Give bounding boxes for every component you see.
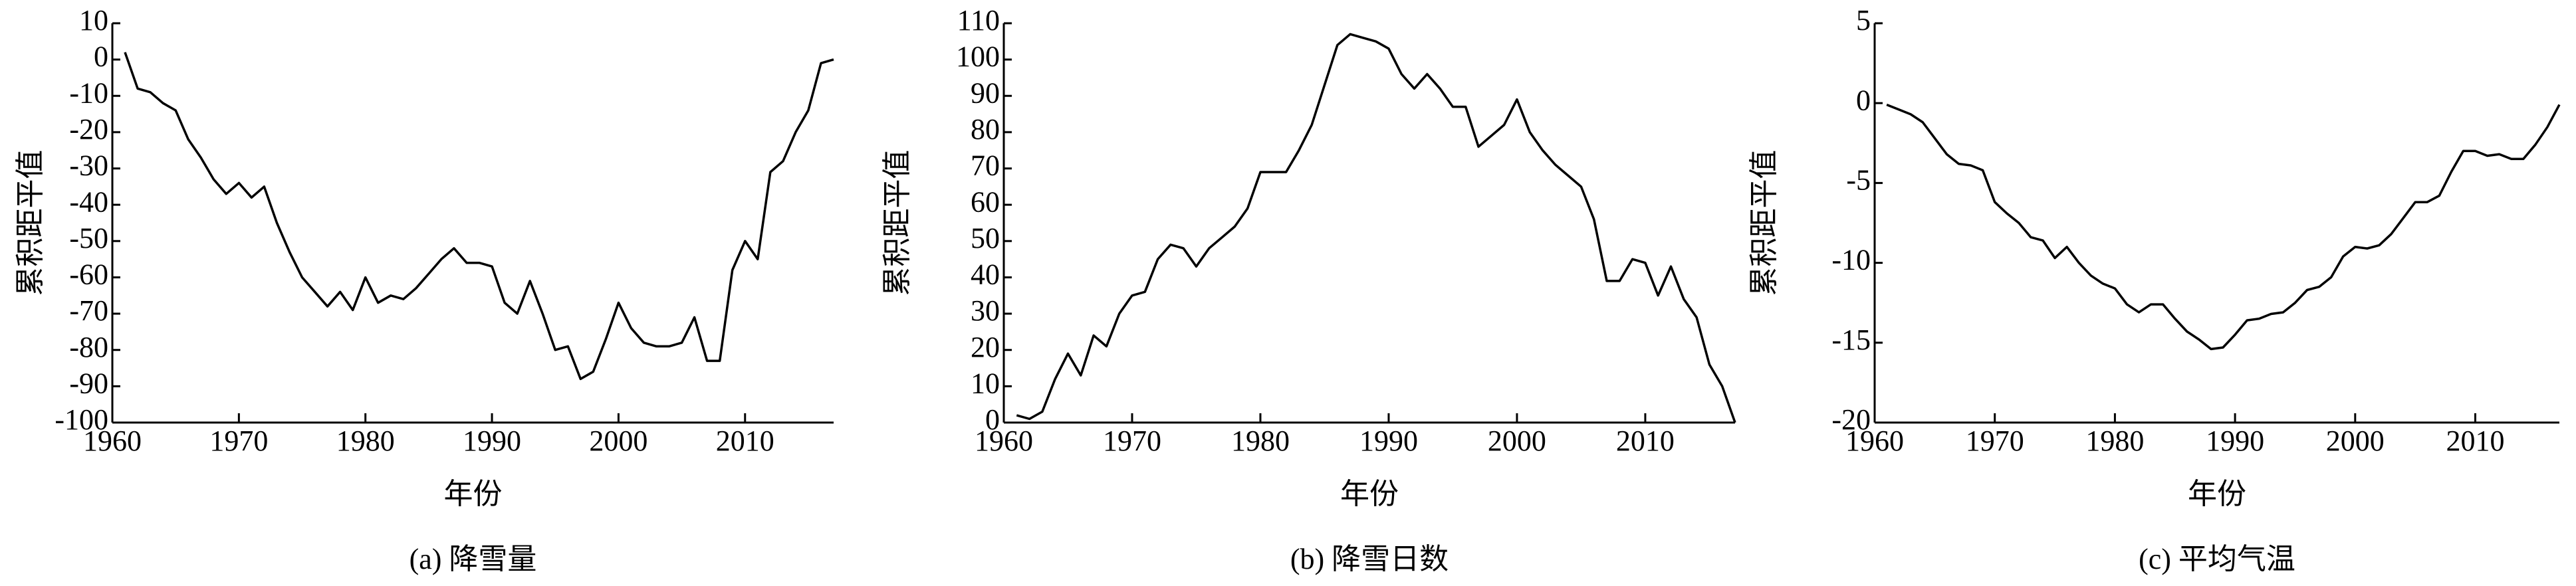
y-tick-label: 20: [971, 331, 1000, 363]
x-tick-label: 2000: [2326, 425, 2385, 457]
y-tick-label: 40: [971, 258, 1000, 291]
y-tick-label: -5: [1846, 163, 1871, 196]
y-tick-label: -15: [1831, 324, 1871, 356]
y-tick-label: 30: [971, 294, 1000, 327]
x-tick-label: 1960: [975, 425, 1033, 457]
data-line: [1886, 103, 2561, 351]
x-axis-title: 年份: [2188, 478, 2246, 510]
y-tick-label: 50: [971, 222, 1000, 254]
y-tick-label: -90: [69, 367, 108, 399]
y-tick-label: -60: [69, 258, 108, 291]
y-tick-label: 60: [971, 185, 1000, 218]
caption: (c) 平均气温: [2139, 543, 2295, 575]
x-tick-label: 1970: [1966, 425, 2024, 457]
x-tick-label: 1970: [1103, 425, 1161, 457]
y-tick-label: 5: [1856, 4, 1871, 37]
y-tick-label: -30: [69, 149, 108, 182]
y-tick-label: -20: [69, 113, 108, 146]
y-tick-label: 0: [1856, 84, 1871, 116]
x-tick-label: 1960: [1845, 425, 1904, 457]
y-tick-label: 100: [956, 41, 1000, 73]
y-tick-label: -10: [1831, 244, 1871, 276]
y-tick-label: 90: [971, 76, 1000, 109]
x-tick-label: 2010: [1616, 425, 1675, 457]
x-tick-label: 2010: [2446, 425, 2505, 457]
data-line: [1016, 33, 1736, 423]
x-tick-label: 1990: [2206, 425, 2264, 457]
x-tick-label: 1980: [336, 425, 395, 457]
x-axis-title: 年份: [1340, 478, 1399, 510]
y-axis-title: 累积距平值: [14, 150, 47, 296]
y-tick-label: -10: [69, 76, 108, 109]
x-tick-label: 1990: [1359, 425, 1418, 457]
y-tick-label: -50: [69, 222, 108, 254]
data-line: [124, 52, 834, 381]
y-tick-label: 0: [94, 41, 108, 73]
y-tick-label: 70: [971, 149, 1000, 182]
y-axis-title: 累积距平值: [1748, 150, 1780, 296]
y-tick-label: 10: [971, 367, 1000, 399]
y-tick-label: 110: [957, 4, 1000, 37]
x-tick-label: 2000: [589, 425, 647, 457]
caption: (b) 降雪日数: [1290, 543, 1449, 575]
x-tick-label: 1960: [83, 425, 142, 457]
caption: (a) 降雪量: [410, 543, 537, 575]
y-tick-label: -70: [69, 294, 108, 327]
y-tick-label: 10: [79, 4, 108, 37]
x-tick-label: 1980: [1231, 425, 1290, 457]
x-axis-title: 年份: [444, 478, 503, 510]
y-tick-label: -40: [69, 185, 108, 218]
y-tick-label: 80: [971, 113, 1000, 146]
x-tick-label: 1980: [2085, 425, 2144, 457]
x-tick-label: 2000: [1488, 425, 1546, 457]
x-tick-label: 2010: [716, 425, 774, 457]
y-tick-label: -20: [1831, 403, 1871, 436]
y-axis-title: 累积距平值: [881, 150, 913, 296]
x-tick-label: 1990: [463, 425, 521, 457]
y-tick-label: -100: [55, 403, 108, 436]
y-tick-label: -80: [69, 331, 108, 363]
x-tick-label: 1970: [209, 425, 268, 457]
y-tick-label: 0: [985, 403, 1000, 436]
